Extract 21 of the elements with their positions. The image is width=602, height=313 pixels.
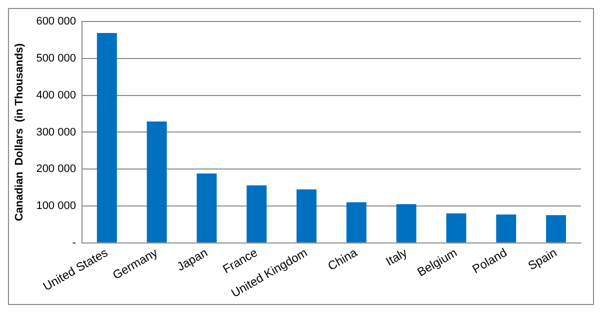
bar xyxy=(146,122,167,242)
y-tick-label: 400 000 xyxy=(36,89,76,102)
bar xyxy=(546,215,566,242)
bar xyxy=(246,185,267,242)
y-tick-label: 100 000 xyxy=(36,200,76,212)
bar xyxy=(496,214,516,242)
x-tick-label: Spain xyxy=(526,245,560,273)
bar xyxy=(446,213,466,242)
bar xyxy=(96,33,117,242)
bar xyxy=(396,204,416,242)
bar xyxy=(346,202,366,242)
bar xyxy=(296,189,317,242)
y-tick-label: 200 000 xyxy=(36,163,76,176)
y-tick-label: 600 000 xyxy=(36,16,76,28)
y-tick-label: - xyxy=(72,236,76,249)
x-tick-label: Italy xyxy=(383,245,410,269)
y-axis-title: Canadian Dollars (in Thousands) xyxy=(14,42,26,222)
y-tick-label: 500 000 xyxy=(36,52,76,65)
bar xyxy=(196,174,217,242)
y-tick-label: 300 000 xyxy=(36,126,76,138)
x-tick-label: China xyxy=(325,245,360,274)
